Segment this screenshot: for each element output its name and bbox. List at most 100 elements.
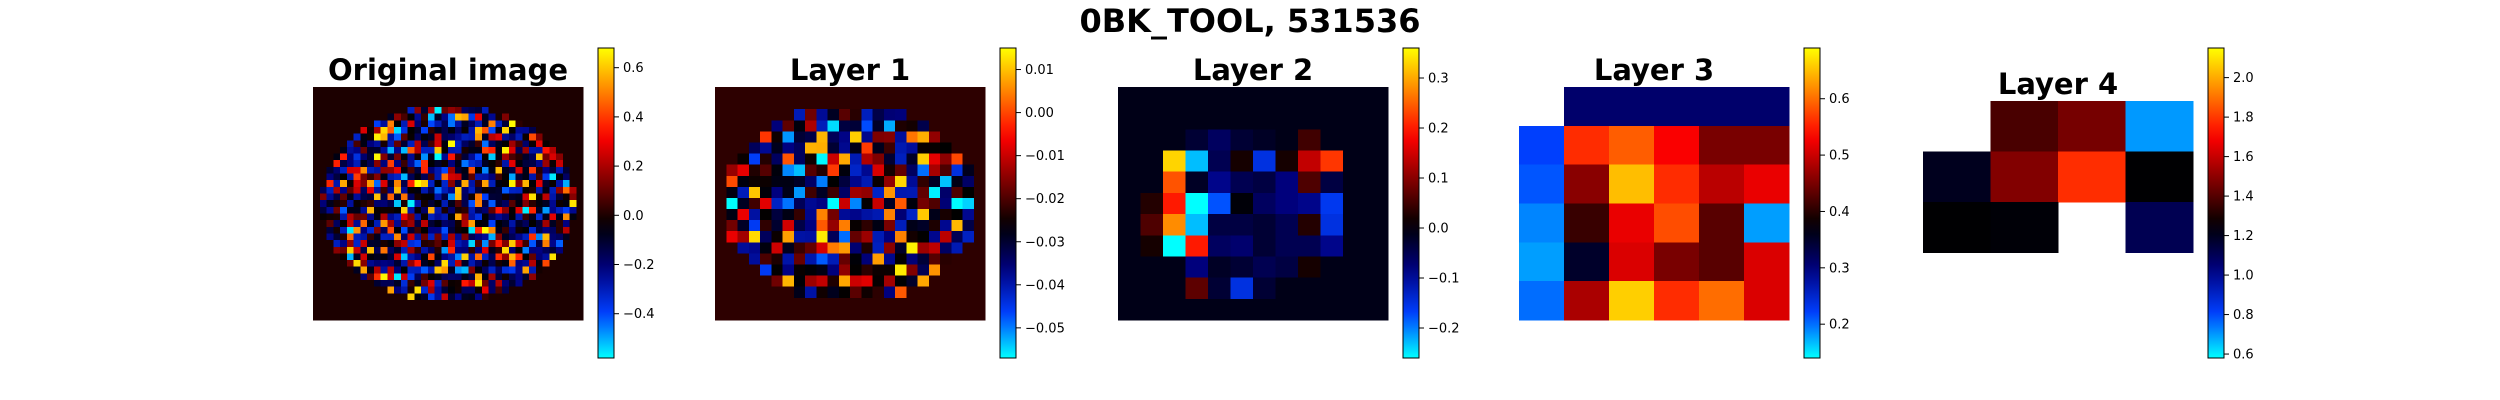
heatmap-cell [737, 209, 750, 221]
heatmap-cell [515, 220, 523, 228]
heatmap-cell [400, 160, 409, 168]
heatmap-cell [481, 220, 490, 228]
heatmap-cell [838, 220, 851, 232]
heatmap-cell [407, 160, 415, 168]
heatmap-cell [427, 206, 436, 215]
heatmap-cell [535, 160, 544, 168]
heatmap-cell [454, 153, 463, 161]
heatmap-cell [360, 286, 368, 294]
heatmap-cell [427, 100, 436, 108]
heatmap-cells [1519, 87, 1790, 321]
heatmap-cell [481, 173, 490, 181]
heatmap-cell [535, 113, 544, 121]
heatmap-cell [748, 209, 761, 221]
heatmap-cell [576, 100, 584, 108]
heatmap-cell [387, 300, 395, 308]
colorbar-tick-label: 1.2 [2233, 229, 2254, 244]
heatmap-cell [340, 146, 348, 155]
heatmap-cell [313, 133, 321, 141]
heatmap-cell [715, 297, 727, 310]
heatmap-cell [481, 273, 490, 281]
heatmap-cell [782, 153, 795, 166]
heatmap-cell [421, 240, 429, 248]
heatmap-cell [454, 160, 463, 168]
heatmap-cell [805, 286, 817, 299]
heatmap-cell [562, 213, 571, 221]
heatmap-cell [481, 153, 490, 161]
heatmap-cell [427, 146, 436, 155]
heatmap-cell [461, 273, 469, 281]
heatmap-cell [468, 87, 476, 95]
heatmap-cell [313, 200, 321, 208]
heatmap-cell [502, 146, 510, 155]
heatmap-cell [715, 231, 727, 243]
heatmap-cell [448, 153, 456, 161]
heatmap-cell [495, 120, 503, 128]
heatmap-cell [562, 280, 571, 288]
heatmap-cell [326, 200, 334, 208]
heatmap-cell [333, 220, 341, 228]
heatmap-cell [346, 260, 355, 268]
heatmap-cell [951, 120, 964, 132]
heatmap-cell [569, 286, 577, 294]
heatmap-cell [782, 186, 795, 199]
heatmap-cell [549, 87, 557, 95]
heatmap-cell [353, 266, 361, 274]
heatmap-cell [1609, 203, 1655, 243]
heatmap-cell [1365, 171, 1389, 194]
heatmap-cell [421, 253, 429, 261]
heatmap-cell [529, 120, 537, 128]
heatmap-cell [549, 113, 557, 121]
heatmap-cell [407, 106, 415, 115]
heatmap-cell [367, 233, 375, 241]
heatmap-cell [481, 226, 490, 235]
heatmap-cell [367, 220, 375, 228]
heatmap-cell [562, 233, 571, 241]
heatmap-cell [508, 166, 517, 175]
heatmap-cell [793, 164, 806, 177]
heatmap-cell [1140, 256, 1164, 279]
heatmap-cell [427, 233, 436, 241]
heatmap-cell [475, 153, 483, 161]
heatmap-cell [387, 286, 395, 294]
heatmap-cell [461, 106, 469, 115]
heatmap-cell [427, 133, 436, 141]
heatmap-cell [542, 120, 550, 128]
heatmap-cell [760, 242, 772, 255]
heatmap-cell [461, 300, 469, 308]
heatmap-cell [928, 242, 941, 255]
heatmap-cell [1320, 192, 1344, 215]
heatmap-cell [760, 164, 772, 177]
heatmap-cell [414, 293, 422, 301]
heatmap-cell [407, 173, 415, 181]
heatmap-cell [373, 220, 382, 228]
heatmap-cell [407, 126, 415, 135]
heatmap-cell [407, 206, 415, 215]
heatmap-cell [346, 186, 355, 195]
heatmap-cell [549, 226, 557, 235]
heatmap-cell [569, 220, 577, 228]
heatmap-cell [367, 153, 375, 161]
heatmap-cell [400, 106, 409, 115]
heatmap-cell [737, 164, 750, 177]
heatmap-cell [726, 264, 739, 277]
heatmap-cell [816, 142, 829, 155]
heatmap-cell [760, 98, 772, 110]
heatmap-cell [748, 153, 761, 166]
heatmap-cell [400, 246, 409, 255]
heatmap-cell [549, 153, 557, 161]
heatmap-cell [400, 120, 409, 128]
heatmap-cell [782, 253, 795, 266]
heatmap-cell [737, 87, 750, 99]
heatmap-cell [549, 166, 557, 175]
heatmap-cell [394, 293, 402, 301]
heatmap-cell [535, 193, 544, 201]
heatmap-cell [387, 260, 395, 268]
heatmap-cell [400, 153, 409, 161]
heatmap-cell [394, 306, 402, 314]
heatmap-cell [737, 242, 750, 255]
heatmap-cell [346, 226, 355, 235]
heatmap-cell [360, 246, 368, 255]
heatmap-cell [326, 106, 334, 115]
heatmap-cell [850, 109, 862, 121]
